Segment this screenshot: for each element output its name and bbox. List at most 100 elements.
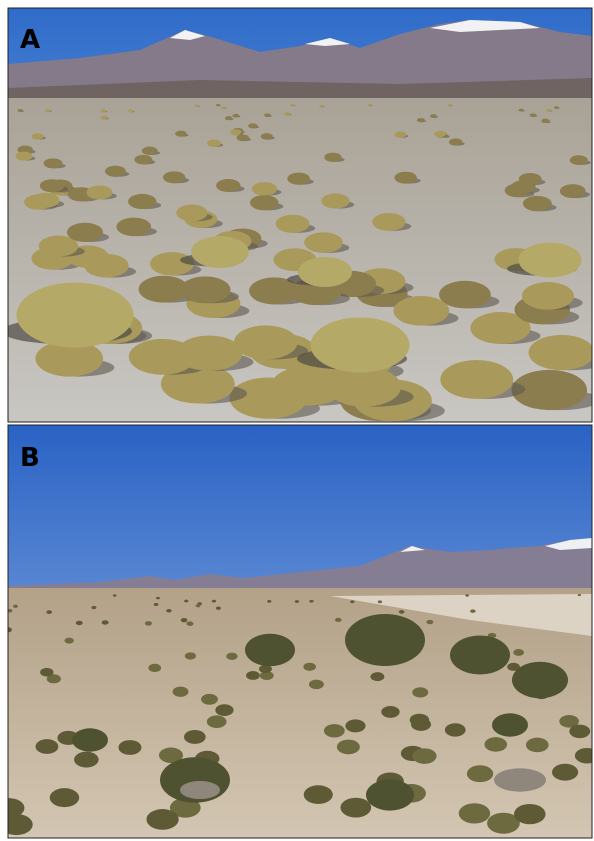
shrub bbox=[335, 618, 342, 622]
shrub bbox=[492, 713, 528, 736]
shrub bbox=[118, 740, 141, 755]
tussock bbox=[311, 318, 410, 373]
shrub bbox=[145, 621, 152, 626]
tussock bbox=[430, 114, 437, 118]
shrub bbox=[184, 730, 206, 744]
tussock bbox=[394, 172, 416, 184]
shrub bbox=[173, 687, 189, 697]
shrub bbox=[578, 594, 581, 596]
shrub bbox=[246, 671, 260, 680]
figure: A B bbox=[0, 0, 594, 841]
tussock bbox=[519, 173, 542, 185]
shrub bbox=[295, 600, 299, 603]
tussock bbox=[216, 104, 220, 106]
shrub bbox=[399, 610, 405, 614]
shrub bbox=[445, 723, 466, 736]
tussock bbox=[237, 134, 249, 141]
tussock bbox=[519, 243, 582, 278]
tussock bbox=[32, 133, 44, 139]
tussock bbox=[522, 282, 574, 310]
photo-a: A bbox=[2, 8, 594, 422]
shrub bbox=[309, 680, 324, 690]
tussock bbox=[250, 195, 279, 210]
tussock bbox=[440, 360, 513, 399]
tussock bbox=[216, 179, 240, 192]
shrub bbox=[381, 706, 399, 718]
tussock bbox=[67, 223, 103, 242]
shrub bbox=[470, 609, 476, 613]
shrub bbox=[0, 814, 33, 835]
shrub bbox=[345, 719, 365, 732]
tussock bbox=[518, 109, 524, 112]
tussock bbox=[17, 283, 134, 348]
shrub bbox=[13, 605, 18, 608]
shrub bbox=[552, 764, 578, 781]
tussock bbox=[207, 140, 221, 147]
shrub bbox=[113, 594, 117, 596]
tussock bbox=[434, 131, 446, 137]
shrub bbox=[76, 621, 83, 626]
shrub bbox=[186, 621, 193, 626]
shrub bbox=[459, 803, 490, 823]
tussock bbox=[290, 104, 294, 106]
shrub bbox=[91, 606, 96, 609]
shrub bbox=[337, 740, 360, 755]
tussock bbox=[225, 116, 233, 120]
shrub bbox=[40, 668, 53, 677]
tussock bbox=[232, 114, 239, 118]
tussock bbox=[276, 215, 310, 233]
shrub bbox=[156, 597, 160, 599]
tussock bbox=[134, 155, 152, 165]
tussock bbox=[176, 336, 242, 371]
tussock bbox=[31, 193, 59, 208]
shrub bbox=[304, 785, 333, 804]
shrub bbox=[267, 600, 271, 603]
tussock bbox=[84, 254, 128, 278]
shrub bbox=[465, 594, 469, 596]
shrub bbox=[350, 600, 354, 603]
tussock bbox=[234, 325, 298, 359]
tussock bbox=[264, 113, 271, 117]
shrub bbox=[216, 607, 221, 610]
tussock bbox=[449, 138, 463, 145]
tussock bbox=[326, 367, 401, 407]
tussock bbox=[529, 335, 594, 370]
shrub bbox=[412, 687, 428, 697]
tussock bbox=[116, 218, 151, 237]
shrub bbox=[65, 638, 74, 644]
shrub bbox=[303, 663, 316, 671]
shrub bbox=[412, 748, 436, 764]
tussock bbox=[368, 104, 372, 106]
shrub bbox=[226, 653, 237, 660]
tussock bbox=[321, 193, 349, 208]
tussock bbox=[100, 109, 106, 112]
tussock bbox=[560, 184, 586, 198]
photo-b: B bbox=[0, 425, 594, 838]
shrub bbox=[166, 609, 171, 613]
tussock bbox=[142, 147, 158, 155]
shrub bbox=[74, 752, 99, 768]
tussock bbox=[175, 131, 186, 137]
tussock bbox=[261, 133, 273, 139]
shrub bbox=[212, 600, 216, 603]
shrub bbox=[324, 724, 345, 737]
shrub bbox=[245, 634, 295, 667]
shrub bbox=[154, 603, 159, 606]
tussock bbox=[541, 119, 549, 123]
tussock bbox=[570, 155, 588, 165]
shrub bbox=[370, 672, 384, 681]
tussock bbox=[176, 205, 207, 222]
shrub bbox=[345, 614, 425, 666]
shrub bbox=[50, 788, 79, 807]
tussock bbox=[546, 109, 552, 112]
shrub bbox=[426, 620, 433, 624]
tussock bbox=[16, 152, 33, 161]
shrub bbox=[148, 664, 161, 672]
shrub bbox=[309, 600, 313, 603]
tussock bbox=[40, 179, 64, 192]
shrub bbox=[569, 725, 590, 738]
tussock bbox=[180, 276, 230, 303]
tussock bbox=[248, 123, 257, 128]
rock bbox=[494, 768, 546, 791]
shrub bbox=[484, 737, 507, 752]
